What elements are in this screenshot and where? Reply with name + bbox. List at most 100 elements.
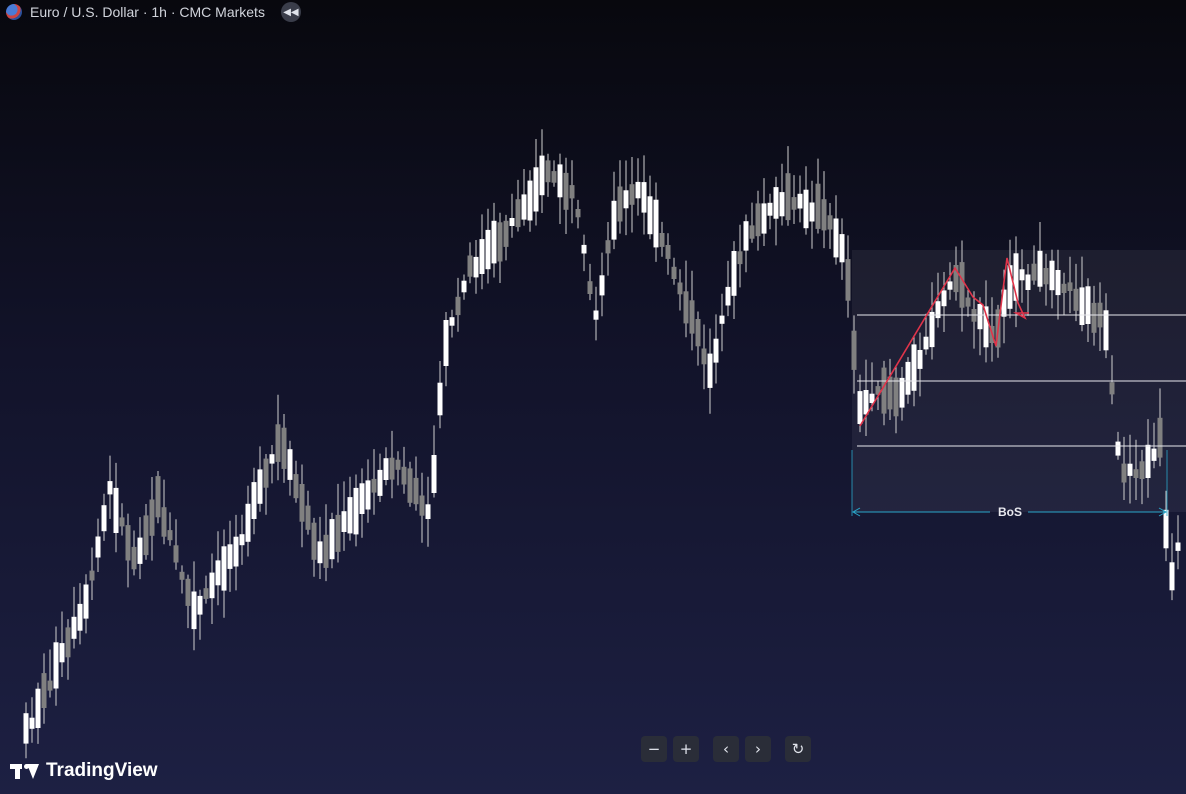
scroll-left-button[interactable]: ‹ (713, 736, 739, 762)
candle-body (1109, 382, 1115, 395)
candle-body (641, 182, 647, 213)
candle-body (947, 281, 953, 290)
candle-body (47, 680, 53, 691)
candle-body (1085, 286, 1091, 324)
candle-body (221, 546, 227, 591)
candle-body (629, 184, 635, 205)
candle-body (197, 595, 203, 615)
candle-body (527, 180, 533, 221)
candle-body (1031, 263, 1037, 281)
candle-body (731, 251, 737, 296)
candle-body (1049, 260, 1055, 291)
candle-body (485, 229, 491, 270)
candle-body (317, 541, 323, 564)
bos-label: BoS (998, 505, 1022, 519)
candle-body (1067, 282, 1073, 291)
zoom-out-button[interactable]: − (641, 736, 667, 762)
candle-body (1055, 270, 1061, 296)
candle-body (419, 495, 425, 516)
candle-body (803, 189, 809, 229)
candle-body (611, 200, 617, 240)
candle-body (905, 361, 911, 395)
candle-body (923, 336, 929, 350)
candle-body (1157, 417, 1163, 458)
candle-body (839, 234, 845, 263)
candle-body (755, 203, 761, 237)
scroll-right-button[interactable]: › (745, 736, 771, 762)
candle-body (965, 297, 971, 307)
candle-body (557, 164, 563, 198)
candle-body (773, 187, 779, 219)
candle-body (1091, 302, 1097, 333)
candle-body (767, 202, 773, 216)
candle-body (701, 348, 707, 365)
candle-body (851, 330, 857, 370)
candle-body (227, 544, 233, 569)
candle-body (953, 265, 959, 293)
candle-body (1151, 448, 1157, 461)
candle-body (1115, 441, 1121, 456)
candle-body (647, 196, 653, 235)
candle-body (845, 259, 851, 301)
candle-body (1169, 562, 1175, 591)
collapse-legend-icon[interactable]: ◀◀ (280, 2, 301, 22)
candle-body (929, 311, 935, 348)
reset-chart-button[interactable]: ↻ (785, 736, 811, 762)
candle-body (305, 505, 311, 530)
candle-body (233, 536, 239, 567)
candle-body (1013, 253, 1019, 301)
candle-body (167, 530, 173, 541)
candle-body (443, 320, 449, 366)
candle-body (287, 449, 293, 480)
zoom-in-button[interactable]: + (673, 736, 699, 762)
candle-body (137, 537, 143, 564)
candle-body (683, 291, 689, 324)
candle-body (1079, 287, 1085, 325)
candle-body (119, 517, 125, 527)
candle-body (71, 616, 77, 639)
candle-body (551, 171, 557, 183)
candle-body (155, 476, 161, 518)
candle-body (623, 190, 629, 209)
candle-body (1145, 444, 1151, 478)
candle-body (449, 317, 455, 326)
candle-body (497, 222, 503, 262)
candle-body (383, 458, 389, 480)
candle-body (599, 275, 605, 296)
candle-body (569, 185, 575, 199)
candle-body (563, 172, 569, 210)
candle-body (101, 505, 107, 532)
candle-body (353, 487, 359, 535)
candle-body (635, 181, 641, 199)
candle-body (515, 199, 521, 228)
candle-body (293, 474, 299, 499)
candle-body (587, 281, 593, 294)
candle-body (281, 427, 287, 469)
candle-body (191, 591, 197, 630)
candle-body (875, 386, 881, 395)
candle-body (977, 304, 983, 330)
candle-body (809, 202, 815, 222)
candle-body (329, 519, 335, 560)
chart-navigation-controls: − + ‹ › ↻ (0, 736, 1186, 762)
candle-body (65, 627, 71, 658)
candle-body (941, 290, 947, 307)
candle-body (509, 218, 515, 226)
candle-body (59, 643, 65, 663)
candle-body (761, 203, 767, 234)
candle-body (821, 199, 827, 231)
tradingview-brand[interactable]: TradingView (10, 760, 158, 782)
candle-body (23, 713, 29, 744)
candle-body (617, 186, 623, 222)
candle-body (869, 393, 875, 403)
candle-body (593, 310, 599, 320)
candle-body (743, 221, 749, 251)
candle-body (161, 507, 167, 537)
candle-body (491, 220, 497, 264)
candle-body (149, 499, 155, 536)
candle-body (107, 481, 113, 495)
candle-body (887, 376, 893, 410)
candle-body (1001, 289, 1007, 317)
candle-body (179, 571, 185, 580)
